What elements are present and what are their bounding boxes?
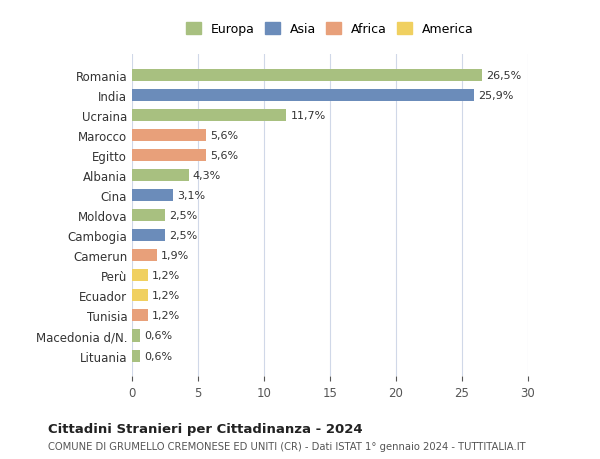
Text: 1,9%: 1,9% [161, 251, 189, 261]
Text: 11,7%: 11,7% [290, 111, 326, 121]
Text: 2,5%: 2,5% [169, 231, 197, 241]
Text: 5,6%: 5,6% [210, 151, 238, 161]
Bar [132, 290, 148, 302]
Text: Cittadini Stranieri per Cittadinanza - 2024: Cittadini Stranieri per Cittadinanza - 2… [48, 422, 362, 435]
Bar [132, 310, 148, 322]
Bar [132, 330, 140, 342]
Text: 1,2%: 1,2% [152, 311, 180, 321]
Bar [132, 150, 206, 162]
Text: 1,2%: 1,2% [152, 291, 180, 301]
Bar [132, 190, 173, 202]
Bar [132, 350, 140, 362]
Bar [132, 90, 474, 102]
Bar [132, 130, 206, 142]
Text: 5,6%: 5,6% [210, 131, 238, 141]
Bar [132, 70, 482, 82]
Text: 0,6%: 0,6% [144, 351, 172, 361]
Text: 3,1%: 3,1% [177, 191, 205, 201]
Bar [132, 250, 157, 262]
Bar [132, 270, 148, 282]
Text: 2,5%: 2,5% [169, 211, 197, 221]
Text: 1,2%: 1,2% [152, 271, 180, 281]
Bar [132, 110, 286, 122]
Bar [132, 170, 189, 182]
Bar [132, 230, 165, 242]
Legend: Europa, Asia, Africa, America: Europa, Asia, Africa, America [182, 20, 478, 40]
Text: 26,5%: 26,5% [486, 71, 521, 81]
Text: 4,3%: 4,3% [193, 171, 221, 181]
Text: 0,6%: 0,6% [144, 331, 172, 341]
Text: 25,9%: 25,9% [478, 91, 513, 101]
Bar [132, 210, 165, 222]
Text: COMUNE DI GRUMELLO CREMONESE ED UNITI (CR) - Dati ISTAT 1° gennaio 2024 - TUTTIT: COMUNE DI GRUMELLO CREMONESE ED UNITI (C… [48, 441, 526, 451]
